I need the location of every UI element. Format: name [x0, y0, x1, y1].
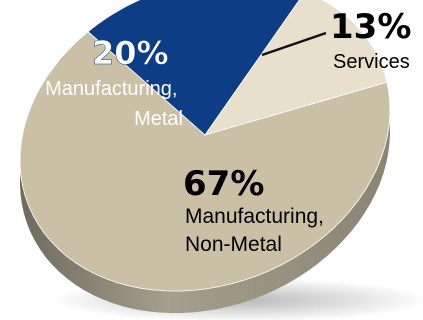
- slice-value-manufacturing-metal: 20%: [92, 34, 169, 72]
- slice-label-line: Manufacturing,: [185, 205, 324, 228]
- slice-label-services: Services: [333, 51, 410, 73]
- slice-label-line: Non-Metal: [185, 233, 282, 256]
- slice-value-services: 13%: [330, 7, 411, 47]
- pie-slice-manufacturing-non-metal: [19, 31, 391, 292]
- pie-slice-services: [204, 0, 388, 136]
- pie-slice-manufacturing-metal: [87, 0, 300, 136]
- slice-label-manufacturing-metal: Manufacturing, Metal: [45, 78, 183, 130]
- slice-label-line: Manufacturing,: [45, 78, 177, 100]
- slice-value-manufacturing-non-metal: 67%: [183, 164, 264, 204]
- services-leader-line: [261, 31, 327, 57]
- slice-label-manufacturing-non-metal: Manufacturing, Non-Metal: [185, 205, 330, 256]
- slice-label-line: Metal: [134, 108, 183, 130]
